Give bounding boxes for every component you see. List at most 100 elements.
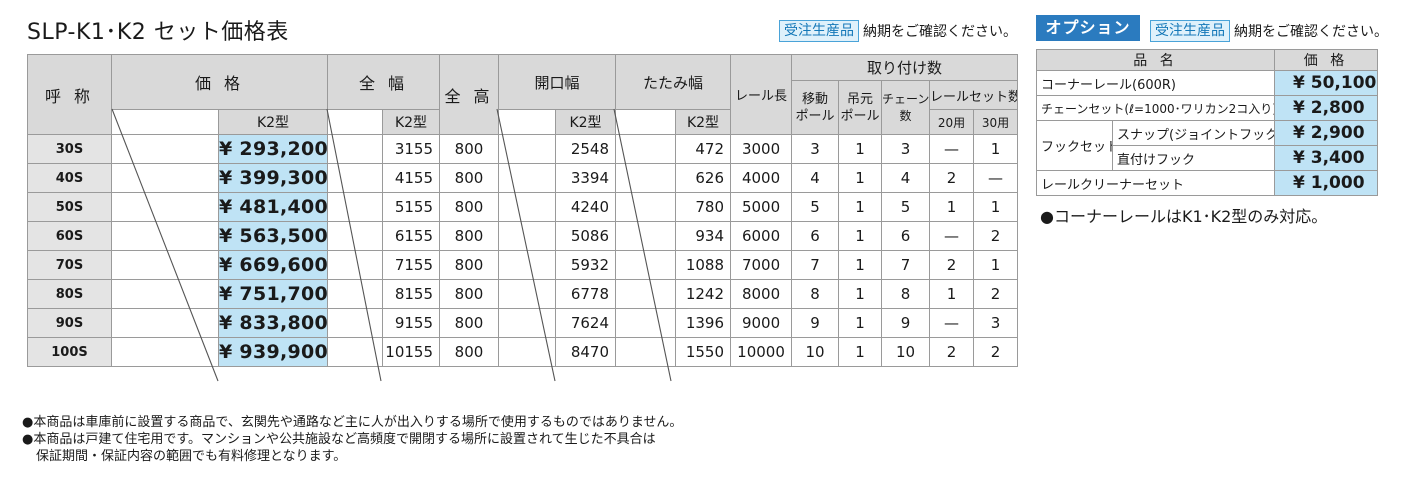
cell-rail-length: 7000 [730,250,793,280]
cell-chain: 9 [881,308,931,338]
cell-width: 5155 [382,192,440,222]
cell-rail-20: 1 [929,279,975,309]
cell-chain: 5 [881,192,931,222]
cell-hang-pole: 1 [838,279,883,309]
cell-width-blank [327,250,383,280]
cell-width: 6155 [382,221,440,251]
cell-hang-pole: 1 [838,163,883,193]
cell-price-blank [111,337,219,367]
cell-price: ¥ 939,900 [218,337,328,367]
made-to-order-note-option: 受注生産品 納期をご確認ください。 [1150,20,1388,42]
header-chain: チェーン 数 [881,80,931,135]
cell-height: 800 [439,221,499,251]
cell-folded-blank [615,279,677,309]
cell-width: 9155 [382,308,440,338]
cell-price-blank [111,163,219,193]
cell-rail-30: 2 [973,221,1019,251]
cell-opening: 6778 [554,279,617,309]
option-row-snap-hook: スナップ(ジョイントフック) [1111,120,1276,146]
cell-folded: 1088 [675,250,732,280]
cell-hang-pole: 1 [838,192,883,222]
price-blank-col [111,109,219,135]
footnote-3: 保証期間・保証内容の範囲でも有料修理となります。 [36,449,347,464]
header-moving-pole-line2: ポール [795,108,835,124]
cell-chain: 8 [881,279,931,309]
cell-rail-20: 1 [929,192,975,222]
cell-name: 70S [27,250,112,280]
cell-rail-length: 10000 [730,337,793,367]
cell-price: ¥ 293,200 [218,134,328,164]
cell-height: 800 [439,308,499,338]
cell-width-blank [327,308,383,338]
option-header-price: 価 格 [1274,49,1379,71]
cell-price-blank [111,192,219,222]
cell-folded-blank [615,134,677,164]
cell-price-blank [111,221,219,251]
option-row-rail-cleaner: レールクリーナーセット [1035,170,1276,196]
cell-rail-30: 2 [973,279,1019,309]
option-table: 品 名 価 格 コーナーレール(600R) ¥ 50,100 チェーンセット(ℓ… [1035,49,1379,196]
cell-hang-pole: 1 [838,250,883,280]
cell-rail-length: 9000 [730,308,793,338]
cell-opening: 2548 [554,134,617,164]
table-row: 40S ¥ 399,300 4155 800 3394 626 4000 4 1 4 2— [27,163,1019,193]
option-row-direct-hook: 直付けフック [1111,145,1276,171]
cell-moving-pole: 10 [791,337,840,367]
cell-folded-blank [615,308,677,338]
cell-height: 800 [439,192,499,222]
corner-rail-note: ●コーナーレールはK1･K2型のみ対応。 [1040,207,1328,226]
option-price-snap-hook: ¥ 2,900 [1274,120,1379,146]
cell-price: ¥ 481,400 [218,192,328,222]
cell-rail-20: — [929,221,975,251]
table-row: 70S ¥ 669,600 7155 800 5932 1088 7000 7 1 7 2 1 [27,250,1019,280]
cell-hang-pole: 1 [838,308,883,338]
price-table: 呼 称 価 格 全 幅 全 高 開口幅 たたみ幅 レール長 取り付け数 移動 ポ… [27,54,1019,367]
cell-moving-pole: 4 [791,163,840,193]
cell-rail-30: 2 [973,337,1019,367]
table-row: 80S ¥ 751,700 8155 800 6778 1242 8000 8 1 8 1 2 [27,279,1019,309]
cell-rail-length: 3000 [730,134,793,164]
option-price-rail-cleaner: ¥ 1,000 [1274,170,1379,196]
cell-opening-blank [498,308,556,338]
page-title: SLP-K1･K2 セット価格表 [27,20,289,45]
cell-opening: 3394 [554,163,617,193]
cell-folded: 780 [675,192,732,222]
cell-price-blank [111,134,219,164]
cell-folded: 626 [675,163,732,193]
cell-height: 800 [439,279,499,309]
cell-chain: 3 [881,134,931,164]
width-blank-col [327,109,383,135]
cell-rail-20: 2 [929,250,975,280]
cell-moving-pole: 8 [791,279,840,309]
cell-folded: 1550 [675,337,732,367]
option-price-chain-set: ¥ 2,800 [1274,95,1379,121]
header-folded: たたみ幅 [615,54,732,110]
header-rail-set: レールセット数 [929,80,1019,110]
cell-rail-20: 2 [929,337,975,367]
cell-opening-blank [498,250,556,280]
cell-opening-blank [498,221,556,251]
option-row-chain-set: チェーンセット(ℓ=1000･ワリカン2コ入り) [1035,95,1276,121]
cell-folded-blank [615,337,677,367]
cell-moving-pole: 3 [791,134,840,164]
cell-folded: 1242 [675,279,732,309]
cell-opening-blank [498,163,556,193]
cell-moving-pole: 7 [791,250,840,280]
cell-chain: 6 [881,221,931,251]
cell-opening: 5086 [554,221,617,251]
header-width: 全 幅 [327,54,440,110]
cell-chain: 4 [881,163,931,193]
cell-folded: 934 [675,221,732,251]
cell-folded-blank [615,221,677,251]
made-to-order-badge-option: 受注生産品 [1150,20,1230,42]
cell-name: 30S [27,134,112,164]
footnote-2: ●本商品は戸建て住宅用です。マンションや公共施設など高頻度で開閉する場所に設置さ… [22,432,656,447]
header-rail-30: 30用 [973,109,1019,135]
cell-opening: 5932 [554,250,617,280]
cell-opening-blank [498,134,556,164]
cell-price: ¥ 563,500 [218,221,328,251]
header-hang-pole-line2: ポール [840,108,880,124]
table-row: 30S ¥ 293,200 3155 800 2548 472 3000 3 1 3—1 [27,134,1019,164]
cell-folded: 472 [675,134,732,164]
option-group-hook-set: フックセット [1036,120,1113,171]
